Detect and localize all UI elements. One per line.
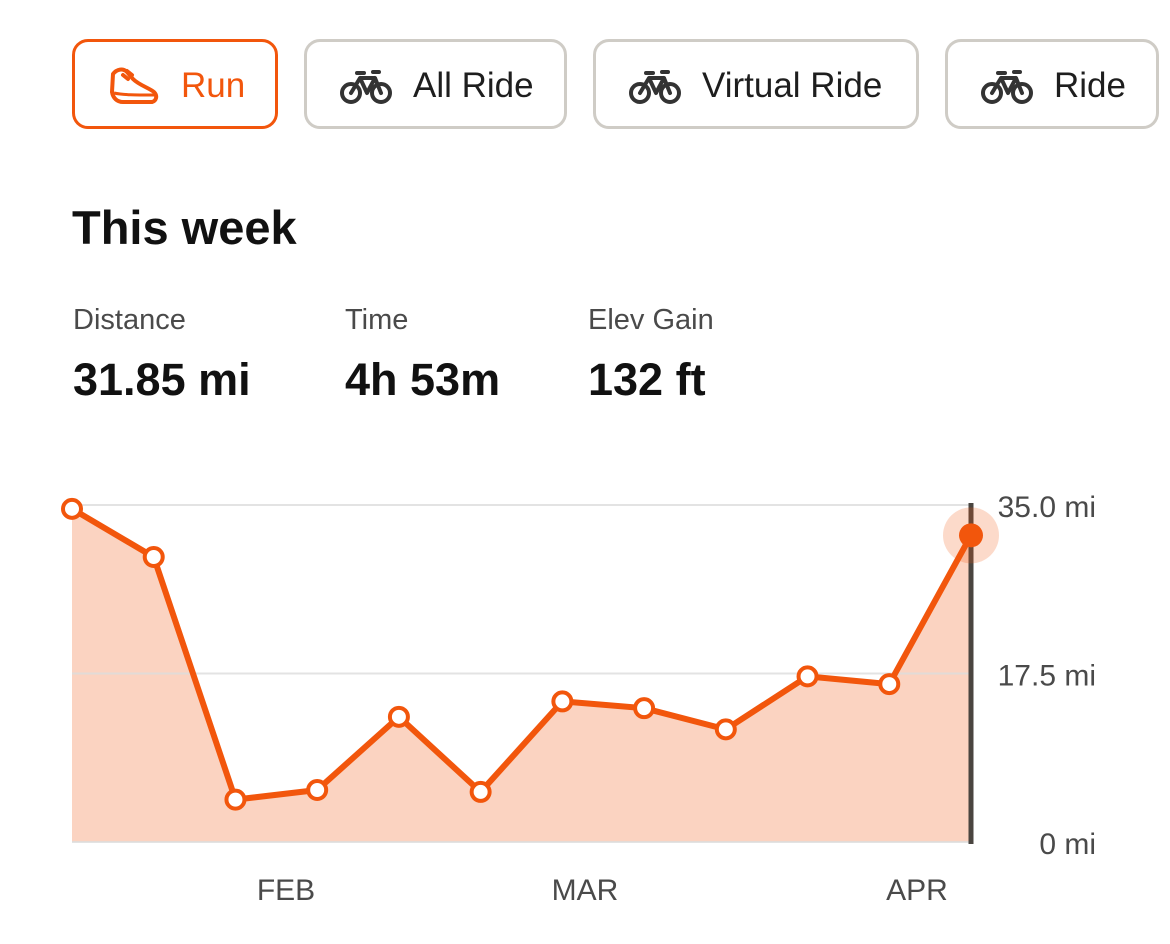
tab-run-label: Run bbox=[181, 66, 246, 105]
chart-point[interactable] bbox=[469, 780, 492, 803]
chart-point[interactable] bbox=[387, 705, 410, 728]
chart-point[interactable] bbox=[714, 718, 737, 741]
tab-all-ride-label: All Ride bbox=[413, 66, 534, 105]
stat-elev-gain-value: 132 ft bbox=[588, 354, 706, 405]
tab-virtual-ride[interactable]: Virtual Ride bbox=[593, 39, 919, 129]
chart-series-line bbox=[69, 505, 974, 803]
chart-point[interactable] bbox=[633, 697, 656, 720]
weekly-distance-chart[interactable]: 35.0 mi 17.5 mi 0 mi FEB MAR APR bbox=[0, 460, 1170, 944]
running-shoe-icon bbox=[110, 67, 159, 104]
x-tick-label: FEB bbox=[257, 874, 315, 907]
tab-ride-label: Ride bbox=[1054, 66, 1126, 105]
stat-time-label: Time bbox=[345, 304, 409, 336]
chart-point[interactable] bbox=[224, 788, 247, 811]
bicycle-icon bbox=[981, 70, 1033, 104]
stat-distance-label: Distance bbox=[73, 304, 186, 336]
stat-elev-gain: Elev Gain 132 ft bbox=[588, 300, 714, 408]
chart-point[interactable] bbox=[61, 497, 83, 520]
tab-virtual-ride-label: Virtual Ride bbox=[702, 66, 883, 105]
x-tick-label: MAR bbox=[552, 874, 619, 907]
tab-run[interactable]: Run bbox=[72, 39, 278, 129]
y-tick-label: 17.5 mi bbox=[998, 660, 1096, 693]
stat-time-value: 4h 53m bbox=[345, 354, 501, 405]
chart-point[interactable] bbox=[551, 690, 574, 713]
tab-all-ride[interactable]: All Ride bbox=[304, 39, 567, 129]
stat-time: Time 4h 53m bbox=[345, 300, 500, 408]
chart-point[interactable] bbox=[306, 779, 329, 802]
chart-point[interactable] bbox=[796, 665, 819, 688]
x-tick-label: APR bbox=[886, 874, 948, 907]
tab-ride[interactable]: Ride bbox=[945, 39, 1159, 129]
bicycle-icon bbox=[629, 70, 681, 104]
stat-distance: Distance 31.85 mi bbox=[73, 300, 251, 408]
bicycle-icon bbox=[340, 70, 392, 104]
page-title: This week bbox=[72, 201, 297, 254]
chart-point-selected[interactable] bbox=[959, 523, 983, 548]
chart-point[interactable] bbox=[142, 545, 165, 568]
activity-type-tabs: Run All Ride Virtual Ride Ride bbox=[0, 0, 1170, 140]
y-tick-label: 35.0 mi bbox=[998, 491, 1096, 524]
stat-elev-gain-label: Elev Gain bbox=[588, 304, 714, 336]
chart-area-fill bbox=[72, 508, 971, 842]
y-tick-label: 0 mi bbox=[1039, 828, 1096, 861]
chart-point[interactable] bbox=[878, 673, 901, 696]
stat-distance-value: 31.85 mi bbox=[73, 354, 251, 405]
